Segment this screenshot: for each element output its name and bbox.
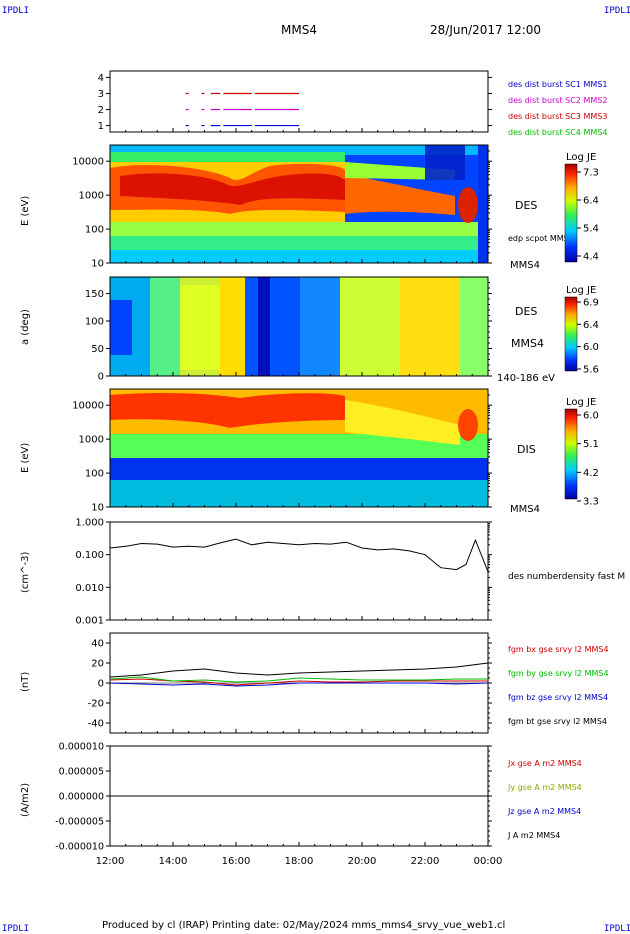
x-tick-label: 18:00 [285,856,314,867]
dis-energy-cbar-tick-label: 4.2 [583,468,599,479]
burst-y-tick-label: 3 [98,89,104,100]
svg-text:Log JE: Log JE [566,152,596,163]
x-tick-label: 12:00 [96,856,125,867]
des-energy-cbar-tick-label: 5.4 [583,224,599,235]
corner-label-tl: IPDLI [2,6,29,16]
datetime-title: 28/Jun/2017 12:00 [430,23,541,37]
des-energy-colorbar: Log JE [564,152,596,263]
des-pitch-cbar-tick-label: 6.0 [583,342,599,353]
current-y-tick-label: 0.000000 [59,792,104,803]
dis-energy-cbar-tick-label: 6.0 [583,411,599,422]
current-y-tick-label: 0.000010 [59,742,104,753]
x-tick-label: 20:00 [348,856,377,867]
burst-legend-4: des dist burst SC4 MMS4 [508,128,607,137]
des-pitch-cbar-tick-label: 6.9 [583,298,599,309]
des-energy-cbar-tick-label: 7.3 [583,168,599,179]
des-pitch-spectrogram [109,276,489,377]
x-tick-label: 14:00 [159,856,188,867]
des-pitch-y-tick-label: 150 [85,289,104,300]
des-pitch-y-tick-label: 0 [98,372,104,383]
current-y-tick-label: -0.000005 [55,817,104,828]
density-y-tick-label: 0.010 [75,583,104,594]
des-energy-y-tick-label: 10000 [72,157,104,168]
current-legend-3: Jz gse A m2 MMS4 [507,807,581,816]
des-pitch-ylabel: a (deg) [20,309,31,345]
dis-energy-label: DIS [517,443,536,456]
burst-y-tick-label: 4 [98,73,104,84]
des-energy-y-tick-label: 10 [91,259,104,270]
bfield-y-tick-label: -40 [88,719,104,730]
dis-energy-y-tick-label: 10 [91,503,104,514]
des-energy-y-tick-label: 1000 [79,191,104,202]
des-energy-cbar-tick-label: 4.4 [583,252,599,263]
x-tick-label: 16:00 [222,856,251,867]
density-panel-frame [109,521,489,621]
burst-y-tick-label: 2 [98,105,104,116]
des-pitch-label: DES [515,305,537,318]
des-energy-y-tick-label: 100 [85,225,104,236]
density-series [109,538,489,572]
footer-text: Produced by cl (IRAP) Printing date: 02/… [102,920,505,931]
burst-legend-3: des dist burst SC3 MMS3 [508,112,607,121]
dis-energy-cbar-tick-label: 5.1 [583,439,599,450]
current-ylabel: (A/m2) [20,783,31,817]
current-legend-4: J A m2 MMS4 [507,831,560,840]
dis-energy-spectrogram [109,388,489,508]
des-pitch-cbar-tick-label: 5.6 [583,365,599,376]
des-energy-scpot-label: edp scpot MMS4 [508,234,574,243]
des-pitch-y-tick-label: 100 [85,317,104,328]
bfield-series-4 [109,662,489,678]
corner-label-br: IPDLI [604,924,630,934]
des-pitch-energy-label: 140-186 eV [497,373,555,384]
corner-label-bl: IPDLI [2,924,29,934]
density-y-tick-label: 0.001 [75,616,104,627]
density-y-tick-label: 0.100 [75,550,104,561]
dis-energy-y-tick-label: 10000 [72,401,104,412]
bfield-legend-3: fgm bz gse srvy l2 MMS4 [508,693,608,702]
bfield-y-tick-label: 0 [98,679,104,690]
des-pitch-cbar-tick-label: 6.4 [583,320,599,331]
dis-energy-y-tick-label: 1000 [79,435,104,446]
dis-energy-colorbar: Log JE [564,397,596,500]
dis-energy-cbar-tick-label: 3.3 [583,497,599,508]
des-energy-ylabel: E (eV) [20,196,31,226]
spacecraft-title: MMS4 [281,23,317,37]
bfield-legend-1: fgm bx gse srvy l2 MMS4 [508,645,609,654]
svg-text:Log JE: Log JE [566,397,596,408]
x-tick-label: 22:00 [411,856,440,867]
des-energy-sc-label: MMS4 [510,260,540,271]
density-y-tick-label: 1.000 [75,518,104,529]
density-ylabel: (cm^-3) [20,552,31,593]
bfield-legend-4: fgm bt gse srvy l2 MMS4 [508,717,607,726]
burst-y-tick-label: 1 [98,121,104,132]
bfield-legend-2: fgm by gse srvy l2 MMS4 [508,669,609,678]
dis-energy-ylabel: E (eV) [20,443,31,473]
current-y-tick-label: -0.000010 [55,842,104,853]
des-pitch-colorbar: Log JE [564,285,596,372]
des-pitch-y-tick-label: 50 [91,344,104,355]
des-energy-spectrogram [109,144,489,264]
x-tick-label: 00:00 [474,856,503,867]
bfield-y-tick-label: 40 [91,639,104,650]
current-y-tick-label: 0.000005 [59,767,104,778]
current-legend-1: Jx gse A m2 MMS4 [507,759,582,768]
dis-energy-sc-label: MMS4 [510,504,540,515]
dis-energy-y-tick-label: 100 [85,469,104,480]
corner-label-tr: IPDLI [604,6,630,16]
burst-panel-frame [109,70,489,133]
density-series-label: des numberdensity fast M [508,572,625,582]
current-legend-2: Jy gse A m2 MMS4 [507,783,582,792]
burst-legend-2: des dist burst SC2 MMS2 [508,96,607,105]
bfield-y-tick-label: 20 [91,659,104,670]
svg-text:Log JE: Log JE [566,285,596,296]
des-energy-cbar-tick-label: 6.4 [583,196,599,207]
des-energy-label: DES [515,199,537,212]
bfield-ylabel: (nT) [20,672,31,692]
bfield-series-3 [109,682,489,687]
bfield-series-2 [109,676,488,683]
bfield-y-tick-label: -20 [88,699,104,710]
des-pitch-sc-label: MMS4 [511,337,544,350]
burst-legend-1: des dist burst SC1 MMS1 [508,80,607,89]
